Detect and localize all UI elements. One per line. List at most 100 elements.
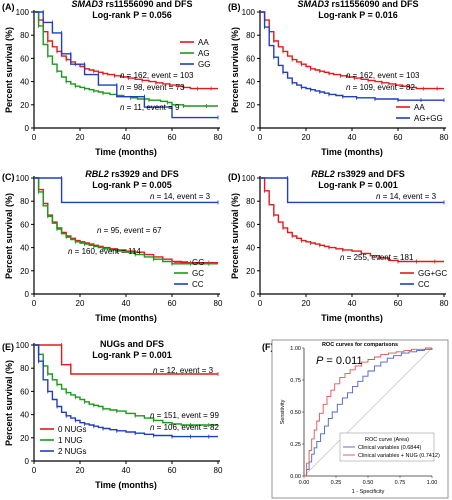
panel-label: (D) xyxy=(228,172,241,182)
y-tick-label: 1.00 xyxy=(290,346,301,352)
annotation-n-symbol: n xyxy=(97,226,102,235)
y-tick-label: 20 xyxy=(246,101,255,110)
x-axis-label: Time (months) xyxy=(95,480,157,490)
annotation-n-symbol: n xyxy=(340,253,345,262)
legend-label: 2 NUGs xyxy=(58,447,86,456)
annotation-n-symbol: n xyxy=(346,71,351,80)
annotation-n-symbol: n xyxy=(346,83,351,92)
annotation-n-symbol: n xyxy=(153,366,158,375)
legend: AA AG+GG xyxy=(396,103,443,123)
y-tick-label: 20 xyxy=(20,267,29,276)
y-tick-label: 60 xyxy=(246,220,255,229)
annotation-values: = 98, event = 73 xyxy=(124,83,185,92)
annotation-values: = 160, event = 114 xyxy=(72,247,141,256)
y-tick-label: 0.50 xyxy=(290,410,301,416)
legend-label: Clinical variables + NUG (0.7412) xyxy=(358,453,440,459)
x-tick-label: 40 xyxy=(348,133,357,142)
x-tick-label: 0.00 xyxy=(299,480,310,486)
y-tick-label: 0 xyxy=(251,290,256,299)
x-tick-label: 0.50 xyxy=(363,480,374,486)
annotation-values: = 162, event = 103 xyxy=(124,71,193,80)
annotation-n-event: n = 160, event = 114 xyxy=(68,247,141,256)
chart-title-rest: rs11556090 and DFS xyxy=(331,0,418,9)
legend: AA AG GG xyxy=(180,38,210,69)
legend: GG GC CC xyxy=(174,258,204,289)
legend-label: CC xyxy=(418,280,430,289)
panel-label: (B) xyxy=(228,2,241,12)
y-tick-label: 40 xyxy=(246,244,255,253)
legend-label: CC xyxy=(192,280,204,289)
series-line-cc xyxy=(260,177,444,204)
annotation-n-event: n = 12, event = 3 xyxy=(153,366,214,375)
y-tick-label: 20 xyxy=(246,267,255,276)
x-tick-label: 0 xyxy=(258,299,263,308)
annotation-values: = 14, event = 3 xyxy=(154,192,210,201)
x-tick-label: 80 xyxy=(214,299,223,308)
roc-curve xyxy=(304,348,433,477)
y-tick-label: 0.25 xyxy=(290,442,301,448)
legend-label: AG+GG xyxy=(414,114,443,123)
x-tick-label: 1.00 xyxy=(427,480,438,486)
x-tick-label: 20 xyxy=(302,299,311,308)
legend-label: AA xyxy=(414,103,425,112)
annotation-n-event: n = 98, event = 73 xyxy=(120,83,185,92)
y-tick-label: 80 xyxy=(246,197,255,206)
chart-title-gene: RBL2 xyxy=(85,169,111,179)
y-tick-label: 0 xyxy=(25,290,30,299)
y-tick-label: 100 xyxy=(16,341,30,350)
annotation-n-event: n = 162, event = 103 xyxy=(346,71,420,80)
chart-title-rest: rs3929 and DFS xyxy=(337,169,405,179)
chart-title-rest: rs11556090 and DFS xyxy=(105,0,192,9)
legend: 0 NUGs 1 NUG 2 NUGs xyxy=(40,425,86,456)
x-tick-label: 20 xyxy=(76,133,85,142)
legend-label: GG xyxy=(198,60,210,69)
panel-f: (F) ROC curves for comparisons 0.00 0.25 0.5… xyxy=(262,339,449,499)
legend: ROC curve (Area) Clinical variables (0.68… xyxy=(339,432,440,462)
legend-label: AA xyxy=(198,38,209,47)
y-tick-label: 60 xyxy=(20,220,29,229)
roc-curve xyxy=(304,347,432,477)
annotation-n-symbol: n xyxy=(150,423,155,432)
series-line-ag xyxy=(34,11,218,107)
annotation-n-event: n = 11, event = 9 xyxy=(120,103,180,112)
y-tick-label: 0 xyxy=(251,124,256,133)
x-axis-label: Time (months) xyxy=(321,147,383,157)
x-tick-label: 60 xyxy=(168,133,177,142)
y-tick-label: 100 xyxy=(16,8,30,17)
y-tick-label: 0 xyxy=(25,457,30,466)
annotation-n-event: n = 14, event = 3 xyxy=(376,192,437,201)
y-tick-label: 0 xyxy=(25,124,30,133)
chart-subtitle: Log-rank P = 0.005 xyxy=(92,180,172,190)
y-tick-label: 80 xyxy=(246,31,255,40)
x-tick-label: 0.25 xyxy=(331,480,342,486)
y-axis-label: Percent survival (%) xyxy=(230,193,240,279)
p-value-label: P = 0.011 xyxy=(316,355,363,367)
annotation-values: = 162, event = 103 xyxy=(350,71,419,80)
x-tick-label: 0 xyxy=(32,133,37,142)
x-axis-label: 1 - Specificity xyxy=(352,489,385,495)
annotation-values: = 109, event = 82 xyxy=(350,83,415,92)
annotation-values: = 95, event = 67 xyxy=(101,226,162,235)
annotation-n-symbol: n xyxy=(150,192,155,201)
y-tick-label: 100 xyxy=(242,8,256,17)
x-tick-label: 40 xyxy=(122,466,131,475)
chart-title: SMAD3 rs11556090 and DFS xyxy=(297,0,418,9)
legend-box xyxy=(339,432,435,462)
chart-title: ROC curves for comparisons xyxy=(322,342,398,348)
legend-label: AG xyxy=(198,49,210,58)
x-tick-label: 60 xyxy=(394,133,403,142)
series-line-0-nugs xyxy=(34,344,218,375)
chart-title-gene: SMAD3 xyxy=(71,0,105,9)
annotation-n-symbol: n xyxy=(68,247,73,256)
legend-label: GC xyxy=(192,269,204,278)
annotation-n-event: n = 109, event = 82 xyxy=(346,83,416,92)
legend-label: 0 NUGs xyxy=(58,425,86,434)
x-tick-label: 80 xyxy=(214,466,223,475)
y-axis-label: Sensitivity xyxy=(280,399,286,424)
annotation-n-symbol: n xyxy=(120,83,125,92)
panel-label: (C) xyxy=(2,172,15,182)
y-axis-label: Percent survival (%) xyxy=(4,27,14,113)
